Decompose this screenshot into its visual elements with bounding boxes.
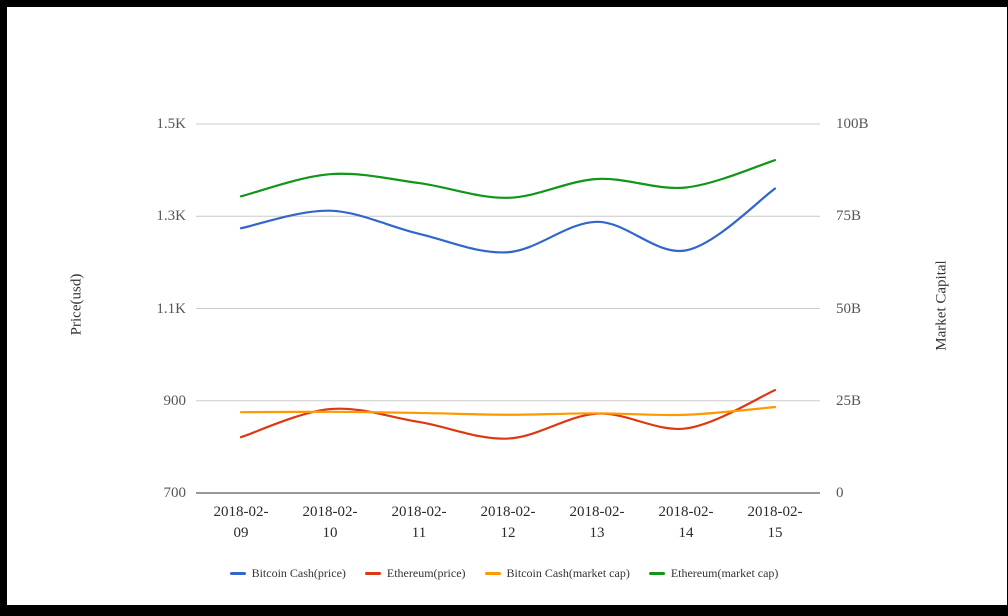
legend-label: Ethereum(market cap) [670, 565, 779, 580]
x-tick-label: 2018-02- 10 [302, 504, 358, 541]
y-tick-right: 25B [836, 392, 862, 409]
y-tick-right: 0 [836, 485, 844, 501]
line-ethereum-price [239, 389, 777, 440]
x-tick-label: 2018-02- 11 [391, 504, 447, 541]
legend-line-swatch [364, 571, 381, 575]
y-tick-left: 1.5K [156, 116, 186, 132]
legend-line-swatch [229, 571, 246, 575]
line-ethereum-market-cap [239, 159, 777, 199]
legend-item-ethereum-market-cap[interactable]: Ethereum(market cap) [648, 565, 779, 581]
legend-label: Bitcoin Cash(market cap) [506, 565, 630, 580]
y-tick-left: 1.3K [156, 208, 186, 225]
x-tick-label: 2018-02- 09 [213, 504, 269, 541]
line-bitcoin-cash-market-cap [239, 405, 777, 417]
y-tick-right: 50B [836, 300, 862, 317]
legend-item-ethereum-price[interactable]: Ethereum(price) [364, 565, 466, 581]
legend-item-bitcoin-cash-market-cap[interactable]: Bitcoin Cash(market cap) [484, 565, 630, 581]
x-tick-label: 2018-02- 12 [480, 504, 536, 541]
legend-item-bitcoin-cash-price[interactable]: Bitcoin Cash(price) [229, 565, 346, 581]
y-tick-left: 1.1K [156, 300, 186, 317]
legend: Bitcoin Cash(price) Ethereum(price) Bitcoi… [0, 563, 1008, 583]
x-tick-label: 2018-02- 15 [747, 504, 803, 541]
x-tick-label: 2018-02- 14 [658, 504, 714, 541]
y-tick-left: 900 [163, 392, 187, 409]
y-tick-right: 75B [836, 208, 862, 225]
legend-line-swatch [484, 571, 501, 575]
line-bitcoin-cash-price [239, 187, 777, 254]
x-tick-label: 2018-02- 13 [569, 504, 625, 541]
y-tick-right: 100B [836, 116, 869, 132]
legend-line-swatch [648, 571, 665, 575]
legend-label: Bitcoin Cash(price) [251, 565, 346, 580]
y-tick-left: 700 [163, 485, 187, 501]
legend-label: Ethereum(price) [386, 565, 466, 580]
